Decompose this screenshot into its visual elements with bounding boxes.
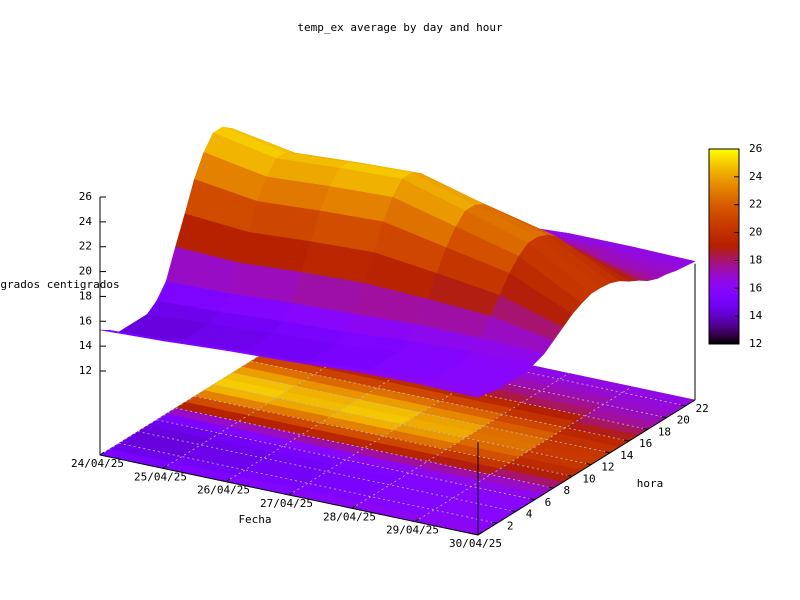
x-tick-label: 24/04/25 — [71, 457, 124, 470]
grid-line — [118, 442, 497, 524]
grid-line — [194, 395, 573, 477]
colorbar-tick-label: 12 — [749, 337, 762, 350]
y-tick-label: 18 — [658, 425, 671, 438]
z-tick-label: 18 — [79, 289, 92, 302]
grid-line — [288, 337, 667, 419]
x-tick-label: 27/04/25 — [260, 497, 313, 510]
y-tick-label: 14 — [620, 449, 634, 462]
z-tick-label: 16 — [79, 314, 92, 327]
y-tick-label: 20 — [677, 414, 690, 427]
y-tick — [661, 416, 667, 419]
z-tick-label: 24 — [79, 215, 93, 228]
y-tick-label: 12 — [601, 461, 614, 474]
x-tick — [288, 491, 294, 496]
y-tick — [529, 498, 535, 501]
colorbar-tick-label: 18 — [749, 253, 762, 266]
surface-patch — [414, 380, 489, 398]
colorbar-tick-label: 26 — [749, 142, 762, 155]
x-tick — [351, 504, 357, 509]
y-tick — [642, 427, 648, 430]
grid-line — [232, 372, 611, 454]
y-tick-label: 16 — [639, 437, 652, 450]
x-tick-label: 28/04/25 — [323, 510, 376, 523]
y-tick — [567, 474, 573, 477]
y-tick — [510, 510, 516, 513]
y-tick — [548, 486, 554, 489]
grid-line — [137, 431, 516, 512]
colorbar-tick-label: 16 — [749, 281, 762, 294]
x-tick-label: 29/04/25 — [386, 524, 439, 537]
grid-line — [175, 407, 554, 489]
colorbar-tick-label: 20 — [749, 226, 762, 239]
y-axis-label: hora — [637, 477, 664, 490]
z-tick-label: 22 — [79, 240, 92, 253]
x-tick — [225, 478, 231, 483]
x-tick — [477, 531, 483, 536]
y-tick-label: 4 — [526, 508, 533, 521]
x-tick-label: 26/04/25 — [197, 484, 250, 497]
colorbar-tick-label: 24 — [749, 170, 763, 183]
z-tick-label: 26 — [79, 190, 92, 203]
y-tick-label: 22 — [696, 402, 709, 415]
y-tick-label: 8 — [563, 484, 570, 497]
y-tick — [623, 439, 630, 442]
x-axis-label: Fecha — [238, 513, 271, 526]
colorbar-tick-label: 22 — [749, 198, 762, 211]
colorbar-tick-label: 14 — [749, 309, 763, 322]
chart-title: temp_ex average by day and hour — [297, 21, 503, 34]
z-tick-label: 20 — [79, 265, 92, 278]
y-tick — [680, 404, 686, 407]
y-axis — [477, 399, 696, 536]
y-tick-label: 10 — [582, 472, 595, 485]
y-tick — [604, 451, 611, 454]
x-tick — [414, 518, 420, 523]
x-tick-label: 30/04/25 — [449, 537, 502, 550]
grid-line — [269, 348, 648, 430]
grid-line — [250, 360, 630, 442]
x-tick — [99, 451, 105, 456]
z-axis-label: grados centigrados — [0, 278, 119, 291]
z-tick-label: 12 — [79, 364, 92, 377]
x-tick — [162, 464, 168, 469]
y-tick-label: 2 — [507, 519, 514, 532]
x-tick-label: 25/04/25 — [134, 470, 187, 483]
colorbar — [708, 148, 740, 345]
y-tick-label: 6 — [545, 496, 552, 509]
y-tick — [491, 521, 497, 524]
grid-line — [307, 325, 686, 407]
z-tick-label: 14 — [79, 339, 93, 352]
grid-line — [156, 419, 535, 501]
y-tick — [586, 463, 592, 466]
grid-line — [213, 384, 592, 465]
